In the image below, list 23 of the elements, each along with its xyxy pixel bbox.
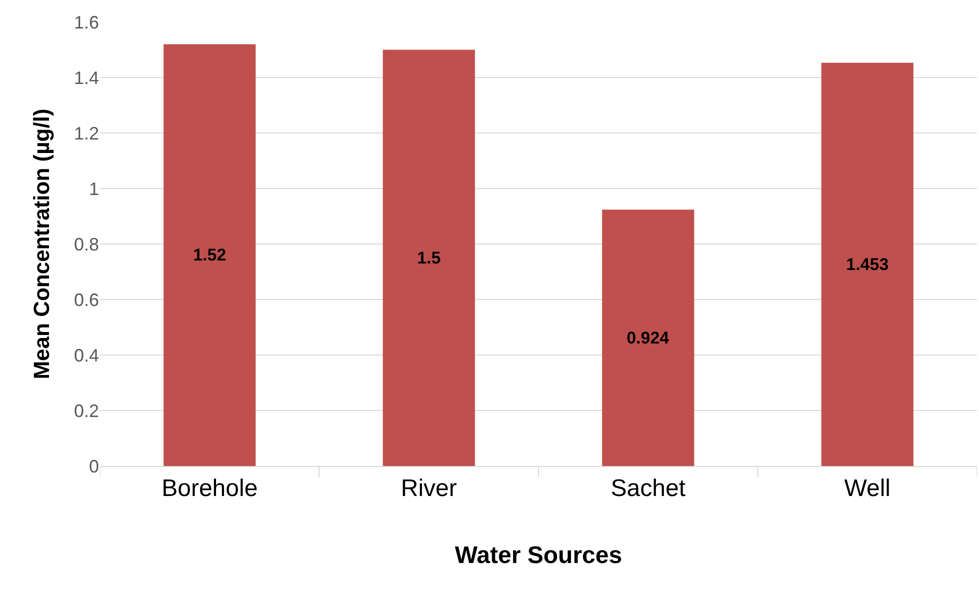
y-tick-label: 0.4 xyxy=(74,345,99,366)
x-tick-label: River xyxy=(400,474,457,502)
y-tick-label: 0 xyxy=(88,456,99,476)
bar xyxy=(821,62,914,466)
y-tick-label: 0.8 xyxy=(74,234,99,254)
x-tick-label: Sachet xyxy=(610,474,686,502)
y-tick-label: 0.6 xyxy=(74,290,99,310)
y-tick-label: 0.2 xyxy=(74,400,99,421)
data-label: 1.52 xyxy=(193,246,226,265)
y-tick-label: 1.4 xyxy=(74,68,99,88)
data-label: 1.5 xyxy=(417,248,441,268)
x-tick-label: Well xyxy=(844,474,890,502)
bar xyxy=(164,44,256,466)
y-axis-title: Mean Concentration (µg/l) xyxy=(28,108,54,380)
y-tick-label: 1.6 xyxy=(74,12,99,32)
x-axis-title: Water Sources xyxy=(454,542,622,570)
data-label: 1.453 xyxy=(846,254,889,274)
data-label: 0.924 xyxy=(626,328,670,348)
bar xyxy=(602,210,694,466)
y-tick-label: 1.2 xyxy=(74,123,99,144)
y-tick-label: 1 xyxy=(88,178,99,199)
x-tick-label: Borehole xyxy=(162,474,258,502)
bar xyxy=(382,50,475,466)
